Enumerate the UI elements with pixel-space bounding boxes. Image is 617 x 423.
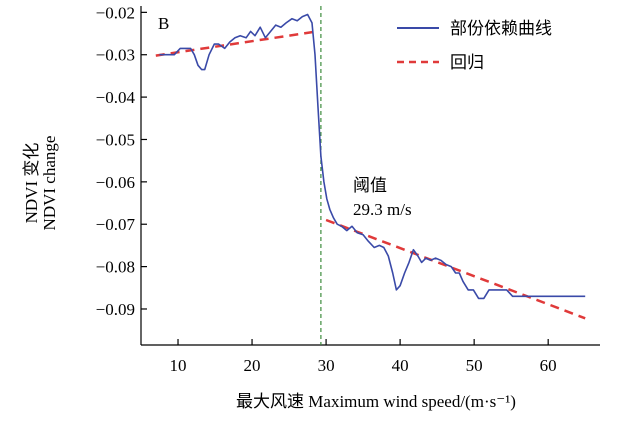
x-tick-label: 60	[540, 356, 557, 375]
y-tick-label: −0.09	[96, 300, 135, 319]
panel-label: B	[158, 14, 169, 33]
threshold-label-line1: 阈值	[353, 176, 387, 195]
x-tick-label: 40	[392, 356, 409, 375]
y-tick-label: −0.06	[96, 173, 135, 192]
threshold-label-line2: 29.3 m/s	[353, 200, 412, 219]
y-tick-label: −0.07	[96, 215, 136, 234]
x-axis-title: 最大风速 Maximum wind speed/(m·s⁻¹)	[236, 392, 516, 411]
x-tick-label: 20	[244, 356, 261, 375]
legend-label-regression: 回归	[450, 53, 484, 72]
legend: 部份依赖曲线 回归	[397, 19, 552, 72]
y-tick-label: −0.04	[96, 88, 136, 107]
series-layer	[155, 13, 586, 320]
y-axis-title-cn: NDVI 变化	[22, 143, 41, 224]
x-tick-label: 30	[318, 356, 335, 375]
axes: 10 20 30 40 50 60 −0.02 −0.03 −0.04 −0.05 −0.06 −0.…	[96, 3, 600, 375]
y-tick-label: −0.08	[96, 258, 135, 277]
y-tick-label: −0.03	[96, 46, 135, 65]
x-tick-label: 10	[170, 356, 187, 375]
legend-label-partial-dependence: 部份依赖曲线	[450, 19, 552, 38]
x-tick-label: 50	[466, 356, 483, 375]
regression-line-segment	[325, 218, 586, 320]
regression-line-segment	[155, 30, 318, 57]
partial-dependence-curve	[159, 13, 586, 300]
y-tick-label: −0.05	[96, 130, 135, 149]
y-axis-title-en: NDVI change	[40, 136, 59, 231]
y-tick-label: −0.02	[96, 3, 135, 22]
